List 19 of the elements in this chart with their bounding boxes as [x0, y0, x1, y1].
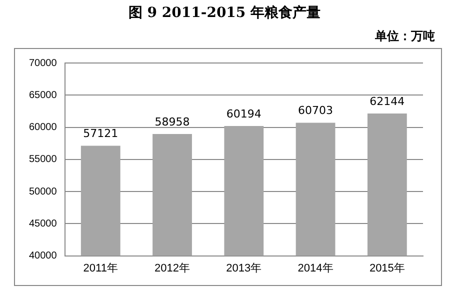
- y-tick-label: 65000: [28, 90, 58, 101]
- y-tick-label: 55000: [28, 154, 58, 166]
- data-label: 57121: [83, 127, 118, 140]
- y-tick-label: 45000: [28, 218, 58, 230]
- x-tick-label: 2012年: [154, 262, 190, 274]
- y-tick-label: 50000: [28, 186, 58, 198]
- y-tick-label: 70000: [28, 58, 58, 69]
- data-label: 58958: [154, 115, 190, 128]
- x-tick-label: 2014年: [298, 262, 334, 274]
- x-tick-label: 2013年: [226, 262, 262, 274]
- x-tick-label: 2011年: [83, 262, 118, 274]
- y-tick-label: 60000: [28, 122, 58, 134]
- data-label: 62144: [370, 94, 405, 108]
- y-tick-label: 40000: [28, 250, 58, 262]
- data-label: 60194: [226, 107, 262, 120]
- x-tick-label: 2015年: [369, 262, 405, 274]
- chart-title: 图 9 2011-2015 年粮食产量: [127, 4, 322, 22]
- data-label: 60703: [298, 104, 334, 118]
- text: 单位：万吨: [375, 28, 435, 45]
